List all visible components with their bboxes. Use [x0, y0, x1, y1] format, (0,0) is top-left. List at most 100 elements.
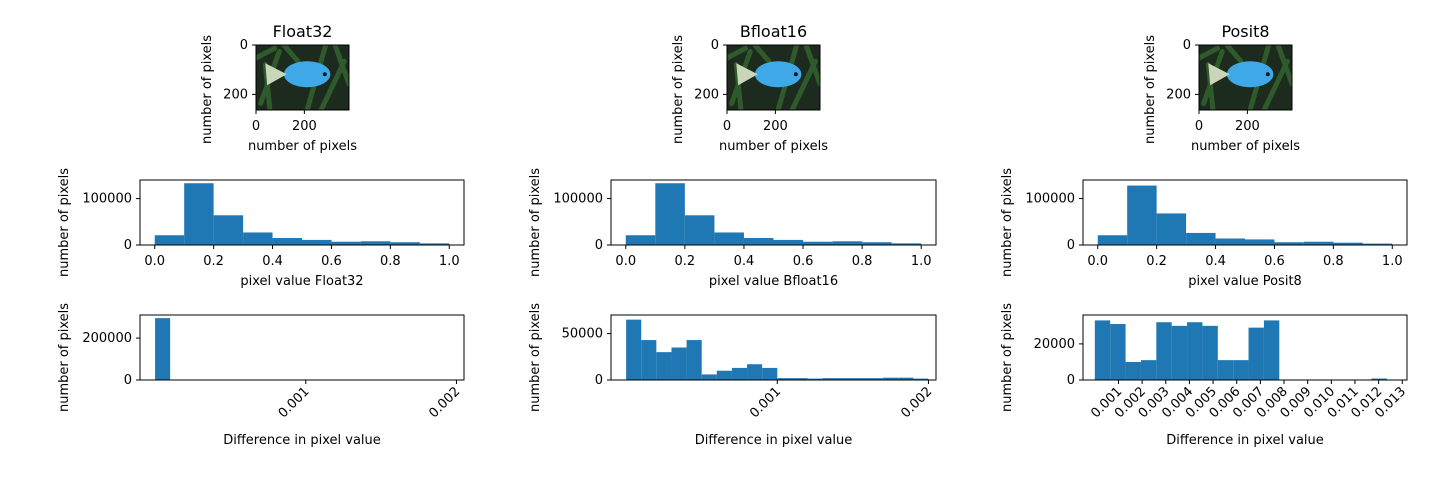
axes-frame: [139, 179, 465, 246]
histogram-bar: [714, 232, 744, 245]
histogram-4: 0 50000 0.001 0.002 Difference in pixel valu…: [528, 303, 937, 448]
image-leaf: [1199, 45, 1221, 61]
y-axis-label: number of pixels: [200, 35, 215, 144]
y-axis-label: number of pixels: [57, 168, 72, 277]
image-frame: [726, 44, 821, 111]
histogram-bar: [807, 378, 823, 380]
image-leaf: [727, 45, 749, 61]
y-tick-label: 0: [240, 38, 248, 53]
x-tick-label: 0.002: [898, 384, 935, 421]
image-content: [727, 45, 820, 110]
histogram-bar: [1094, 320, 1111, 380]
histogram-bar: [837, 378, 853, 380]
image-frame: [1198, 44, 1293, 111]
y-tick-label: 200: [1166, 87, 1191, 102]
histogram-bar: [243, 232, 273, 245]
y-tick-label: 0: [1067, 238, 1075, 253]
y-tick-label: 0: [124, 373, 132, 388]
x-axis-label: pixel value Bfloat16: [709, 274, 838, 289]
x-tick-label: 1.0: [439, 254, 460, 269]
histogram-bar: [671, 347, 687, 380]
histogram-bar: [898, 377, 914, 380]
image-fish-tail: [736, 63, 758, 86]
x-tick-label: 0.0: [615, 254, 636, 269]
histogram-bar: [747, 364, 763, 380]
histogram-bar: [1110, 324, 1126, 380]
histogram-bar: [390, 242, 420, 245]
histogram-bar: [1303, 241, 1334, 245]
image-fish-tail: [265, 63, 287, 86]
x-axis-label: Difference in pixel value: [223, 433, 381, 448]
x-tick-label: 0.0: [144, 254, 165, 269]
x-tick-label: 0.002: [426, 384, 463, 421]
x-axis-label: number of pixels: [1191, 139, 1300, 154]
x-tick-label: 0.8: [852, 254, 873, 269]
histogram-bar: [701, 374, 717, 380]
panel-title: Bfloat16: [740, 22, 807, 41]
histogram-bar: [1263, 320, 1280, 380]
x-tick-label: 0.6: [793, 254, 814, 269]
y-tick-label: 0: [124, 238, 132, 253]
histogram-bar: [1125, 361, 1141, 380]
histogram-bar: [331, 241, 361, 245]
histogram-bar: [1097, 235, 1128, 245]
image-panel-0: Float32 0 200 0 200 number of pixels number of…: [200, 22, 357, 154]
image-leaf: [281, 45, 301, 64]
histogram-bar: [1156, 213, 1187, 245]
y-axis-label: number of pixels: [528, 168, 543, 277]
histogram-bar: [773, 239, 804, 245]
image-fish-tail: [1208, 63, 1230, 86]
histogram-bar: [1187, 322, 1203, 380]
histogram-bar: [272, 238, 302, 245]
histogram-bar: [686, 340, 702, 380]
axes-frame: [1082, 314, 1408, 381]
panel-title: Float32: [273, 22, 333, 41]
histogram-bar: [777, 378, 793, 380]
x-tick-label: 0: [723, 119, 731, 134]
histogram-bar: [913, 378, 929, 380]
histogram-3: 0 200000 0.001 0.002 Difference in pixel val…: [57, 303, 465, 448]
x-tick-label: 0.2: [675, 254, 696, 269]
histogram-bar: [1215, 238, 1245, 245]
image-leaf: [789, 58, 818, 110]
image-content: [1199, 45, 1292, 110]
y-axis-label: number of pixels: [671, 35, 686, 144]
axes-frame: [610, 179, 937, 246]
histogram-bar: [1362, 243, 1393, 245]
panel-title: Posit8: [1221, 22, 1269, 41]
x-tick-label: 0.6: [1264, 254, 1285, 269]
histogram-bar: [184, 183, 214, 245]
histogram-bar: [155, 318, 171, 380]
histogram-2: 0 100000 0.0 0.2 0.4 0.6 0.8 1.0 pixel value Pos…: [1000, 168, 1408, 289]
y-tick-label: 0: [1183, 38, 1191, 53]
y-tick-label: 0: [1067, 373, 1075, 388]
x-tick-label: 0.4: [262, 254, 283, 269]
histogram-bar: [762, 367, 778, 380]
y-tick-label: 0: [595, 238, 603, 253]
image-fish-body: [283, 61, 331, 88]
y-tick-label: 100000: [82, 192, 132, 207]
axes-frame: [610, 314, 937, 381]
image-leaf: [1275, 45, 1292, 87]
x-axis-label: Difference in pixel value: [695, 433, 853, 448]
image-leaf: [1261, 58, 1290, 110]
histogram-bar: [641, 340, 657, 380]
image-fish-body: [1226, 61, 1274, 88]
x-tick-label: 0: [1195, 119, 1203, 134]
histogram-bar: [1274, 242, 1304, 245]
x-tick-label: 0.2: [1146, 254, 1167, 269]
histogram-bar: [656, 352, 672, 380]
histogram-bar: [832, 241, 863, 245]
x-axis-label: number of pixels: [719, 139, 828, 154]
image-leaf: [1224, 45, 1244, 64]
x-tick-label: 0.001: [276, 384, 313, 421]
histogram-0: 0 100000 0.0 0.2 0.4 0.6 0.8 1.0 pixel value Flo…: [57, 168, 465, 289]
x-axis-label: Difference in pixel value: [1166, 433, 1324, 448]
histogram-bar: [792, 378, 808, 380]
histogram-bar: [867, 378, 884, 380]
image-content: [256, 45, 349, 110]
y-tick-label: 50000: [562, 327, 603, 342]
histogram-bar: [1202, 325, 1218, 380]
histogram-bar: [1245, 239, 1275, 245]
